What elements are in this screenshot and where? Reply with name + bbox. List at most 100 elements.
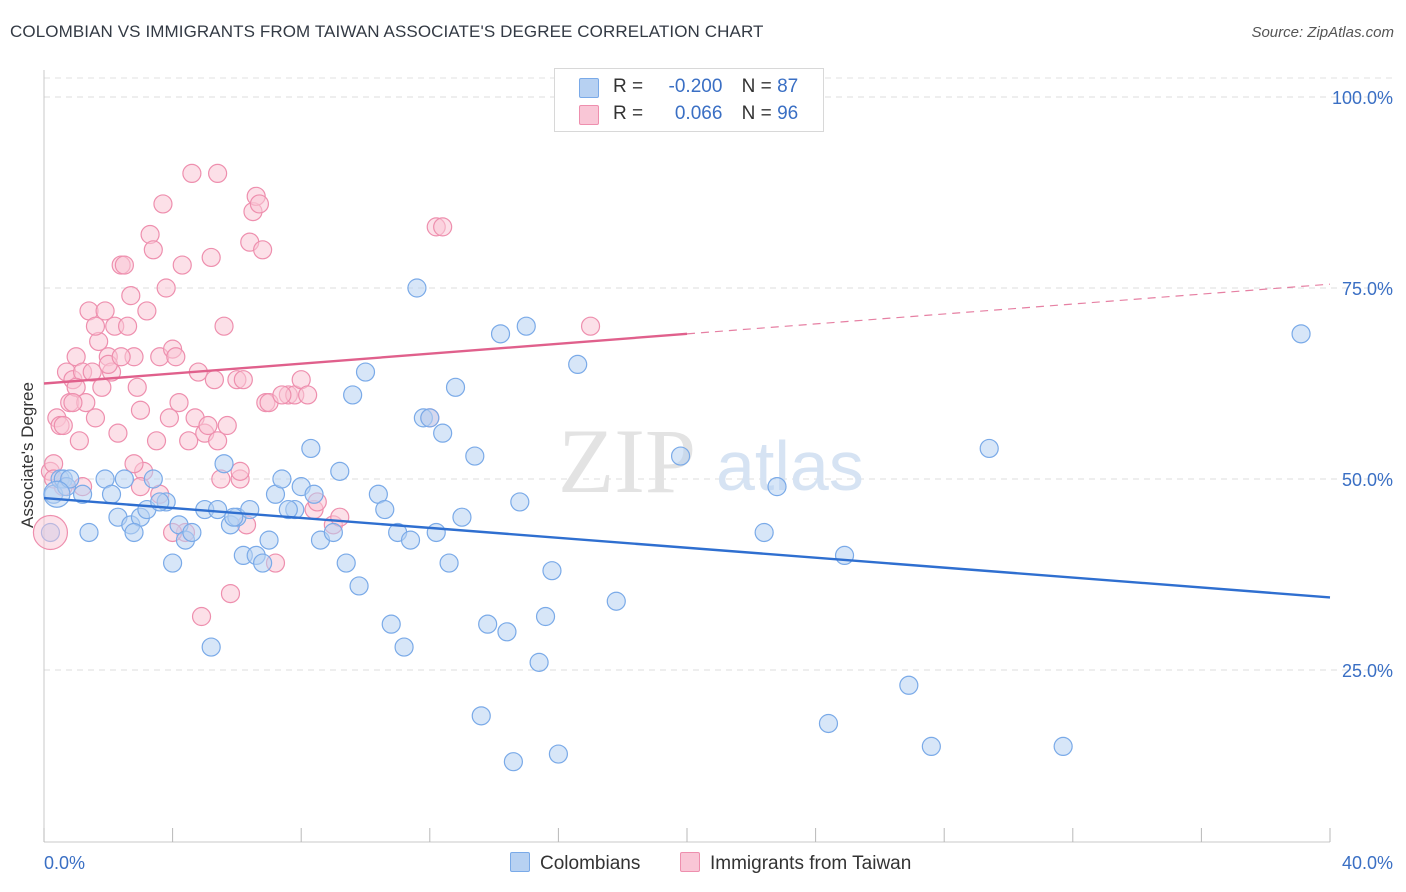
point-colombians [497, 622, 517, 642]
point-immigrants-from-taiwan [108, 423, 128, 443]
point-immigrants-from-taiwan [114, 255, 134, 275]
point-colombians [224, 507, 244, 527]
legend-swatch-colombians [579, 78, 599, 98]
source-credit: Source: ZipAtlas.com [1251, 24, 1394, 41]
point-colombians [606, 591, 626, 611]
point-colombians [343, 385, 363, 405]
point-colombians [433, 423, 453, 443]
point-colombians [143, 469, 163, 489]
legend-r-value: 0.066 [674, 103, 723, 124]
point-immigrants-from-taiwan [217, 415, 237, 436]
point-colombians [201, 637, 221, 657]
point-colombians [407, 278, 427, 298]
point-colombians [542, 561, 562, 581]
point-immigrants-from-taiwan [191, 606, 212, 627]
point-colombians [301, 438, 321, 459]
y-tick-label: 100.0% [1332, 88, 1393, 108]
point-colombians [163, 553, 183, 573]
bottom-legend-swatch-colombians [510, 852, 530, 872]
chart-title: COLOMBIAN VS IMMIGRANTS FROM TAIWAN ASSO… [10, 22, 764, 41]
point-immigrants-from-taiwan [63, 393, 83, 413]
legend-r-value: -0.200 [668, 76, 723, 97]
point-colombians [471, 706, 491, 726]
point-immigrants-from-taiwan [179, 431, 199, 451]
point-immigrants-from-taiwan [124, 454, 144, 474]
point-colombians [101, 484, 122, 504]
point-colombians [452, 507, 472, 527]
trend-line-immigrants-from-taiwan [43, 332, 688, 385]
point-colombians [400, 530, 421, 550]
point-immigrants-from-taiwan [169, 393, 189, 413]
point-colombians [899, 675, 919, 695]
point-immigrants-from-taiwan [214, 316, 234, 336]
trend-lines [43, 283, 1331, 599]
point-colombians [272, 469, 292, 489]
point-immigrants-from-taiwan [204, 370, 224, 390]
x-tick-label-start: 0.0% [44, 853, 85, 873]
point-colombians [426, 522, 446, 543]
point-colombians [767, 477, 787, 497]
point-colombians [72, 484, 93, 504]
stats-legend: R = -0.200 N = 87 R = 0.066 N = 96 [554, 68, 824, 132]
point-colombians [921, 736, 941, 757]
point-colombians [818, 713, 839, 734]
point-colombians [240, 499, 260, 520]
point-colombians [304, 484, 324, 504]
point-immigrants-from-taiwan [233, 370, 253, 390]
point-colombians [754, 522, 774, 543]
point-immigrants-from-taiwan [95, 301, 115, 321]
y-tick-label: 75.0% [1342, 279, 1393, 299]
bottom-legend-label-taiwan: Immigrants from Taiwan [710, 853, 912, 874]
point-colombians [834, 545, 855, 566]
y-tick-label: 25.0% [1342, 661, 1393, 681]
point-colombians [568, 354, 588, 374]
point-immigrants-from-taiwan [146, 431, 167, 451]
point-immigrants-from-taiwan [53, 415, 73, 436]
point-colombians [445, 377, 466, 397]
bottom-legend-colombians: Colombians [510, 852, 640, 875]
point-immigrants-from-taiwan [85, 408, 106, 428]
point-colombians [60, 469, 80, 489]
point-immigrants-from-taiwan [32, 514, 69, 551]
point-colombians [208, 499, 228, 520]
watermark: ZIP atlas [558, 410, 864, 512]
point-immigrants-from-taiwan [208, 163, 228, 183]
point-immigrants-from-taiwan [69, 431, 89, 451]
legend-n-label: N = [741, 103, 772, 124]
point-colombians [529, 652, 549, 672]
point-colombians [516, 316, 536, 336]
point-immigrants-from-taiwan [117, 316, 138, 336]
point-immigrants-from-taiwan [159, 408, 179, 428]
point-colombians [214, 454, 234, 474]
point-colombians [43, 480, 71, 508]
point-colombians [323, 522, 343, 543]
point-immigrants-from-taiwan [156, 278, 176, 298]
point-immigrants-from-taiwan [143, 240, 163, 260]
point-immigrants-from-taiwan [130, 400, 151, 420]
point-colombians [259, 530, 279, 550]
legend-r-label: R = [613, 103, 644, 124]
point-immigrants-from-taiwan [137, 301, 157, 321]
point-colombians [253, 553, 273, 573]
trend-line-extension-immigrants-from-taiwan [686, 283, 1331, 335]
point-immigrants-from-taiwan [172, 255, 192, 275]
legend-n-value: 87 [777, 76, 799, 97]
axes [43, 70, 1331, 843]
trend-line-colombians [43, 496, 1331, 599]
point-colombians [349, 576, 369, 596]
y-tick-label: 50.0% [1342, 470, 1393, 490]
legend-n-label: N = [741, 76, 772, 97]
point-colombians [510, 492, 530, 512]
legend-swatch-taiwan [579, 105, 599, 125]
point-colombians [465, 446, 485, 466]
point-immigrants-from-taiwan [272, 385, 292, 405]
point-immigrants-from-taiwan [111, 347, 131, 367]
point-immigrants-from-taiwan [127, 377, 147, 397]
point-colombians [278, 499, 298, 520]
point-immigrants-from-taiwan [85, 316, 106, 336]
point-immigrants-from-taiwan [153, 194, 173, 214]
point-colombians [124, 522, 144, 543]
point-colombians [478, 614, 498, 634]
x-tick-label-end: 40.0% [1342, 853, 1393, 873]
